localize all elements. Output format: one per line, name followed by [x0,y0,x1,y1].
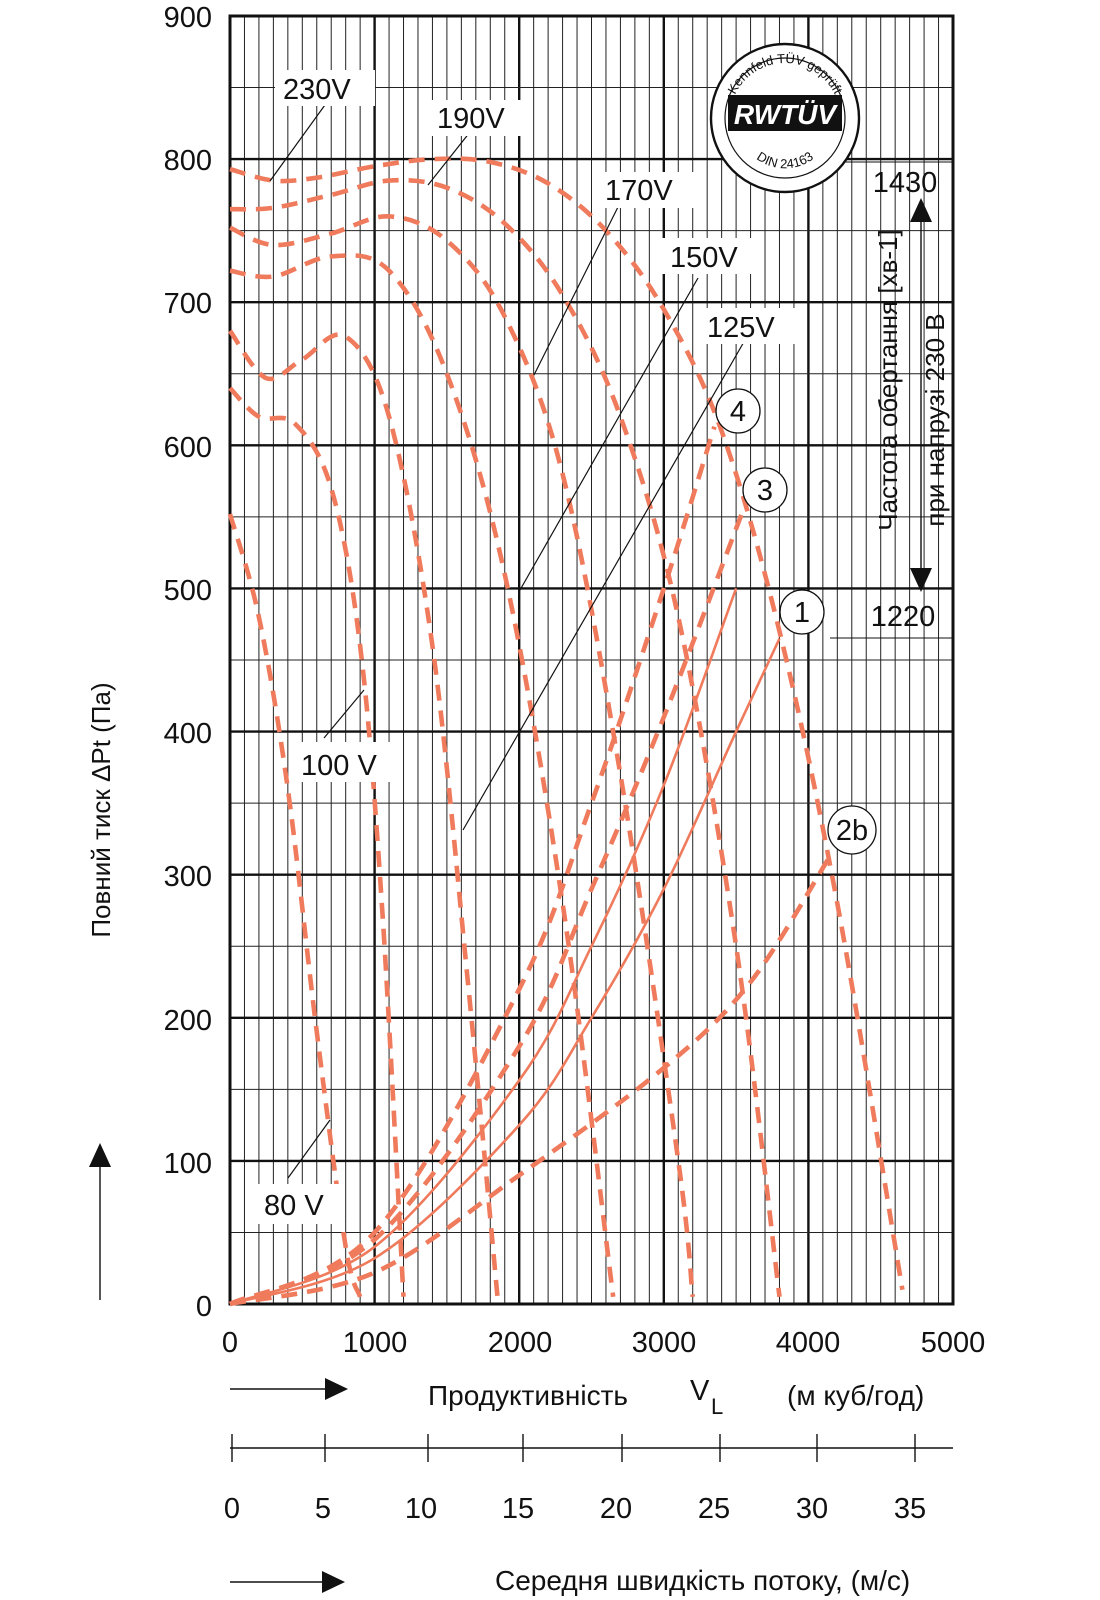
leader-80v [287,1119,331,1179]
curve-labels: 230V 190V 170V 150V 125V 100 V 80 V [258,70,800,1224]
y-tick-800: 800 [164,145,212,177]
v-tick-25: 25 [698,1493,730,1525]
plot-frame [228,14,955,1306]
tuv-logo: Kennfeld TÜV geprüft RWTÜV DIN 24163 [709,42,861,194]
leader-230v [269,97,331,182]
system-curve-190v [229,177,782,1298]
leader-100v [323,689,365,739]
velocity-ticks: 0 5 10 15 20 25 30 35 [224,1493,926,1525]
system-labels: 4 3 1 2b [715,388,877,855]
rpm-title-line1: Частота обертання [хв-1] [873,229,903,530]
y-tick-200: 200 [164,1005,212,1037]
v-tick-35: 35 [894,1493,926,1525]
rpm-title-line2: при напрузі 230 В [920,313,950,526]
rpm-down-arrow-icon [910,568,932,592]
logo-text-mid: RWTÜV [734,99,838,130]
logo-text-bottom: DIN 24163 [754,148,815,171]
x-tick-4000: 4000 [776,1327,841,1359]
system-label-1: 1 [794,597,810,629]
x-tick-0: 0 [222,1327,238,1359]
x-axis-title-unit: (м куб/год) [787,1380,924,1411]
v-tick-5: 5 [315,1493,331,1525]
system-curve-150v [229,253,616,1298]
x-tick-5000: 5000 [921,1327,986,1359]
label-230v: 230V [283,74,351,106]
velocity-arrow-icon [322,1571,345,1593]
velocity-scale [230,1434,953,1462]
system-curve-100v [228,386,406,1297]
leader-150v [519,277,699,591]
x-axis-title-symbol: V [690,1375,710,1407]
label-80v: 80 V [264,1190,324,1222]
label-170v: 170V [605,175,673,207]
rpm-up-arrow-icon [910,198,932,222]
system-curve-230v [229,156,905,1291]
chart-marks [227,156,905,1307]
v-tick-10: 10 [405,1493,437,1525]
x-axis-ticks: 0 1000 2000 3000 4000 5000 [222,1327,985,1359]
x-tick-2000: 2000 [488,1327,553,1359]
y-tick-600: 600 [164,432,212,464]
rpm-annotation: 1430 1220 Частота обертання [хв-1] при н… [830,161,953,639]
system-curve-2b [229,854,833,1307]
x-axis-title: Продуктивність V L (м куб/год) [230,1375,924,1419]
rpm-bottom-value: 1220 [871,601,936,633]
system-label-3: 3 [757,475,773,507]
label-100v: 100 V [301,750,377,782]
label-190v: 190V [437,103,505,135]
y-tick-400: 400 [164,718,212,750]
system-label-2b: 2b [836,815,868,847]
system-curve-80v [227,513,363,1298]
velocity-title: Середня швидкість потоку, (м/с) [230,1565,910,1596]
velocity-title-text: Середня швидкість потоку, (м/с) [495,1565,910,1596]
leader-190v [427,131,471,186]
v-tick-20: 20 [600,1493,632,1525]
y-tick-900: 900 [164,2,212,34]
y-axis-ticks: 0 100 200 300 400 500 600 700 800 900 [164,2,212,1323]
y-tick-700: 700 [164,288,212,320]
leader-125v [462,339,746,831]
v-tick-0: 0 [224,1493,240,1525]
v-tick-15: 15 [502,1493,534,1525]
label-150v: 150V [670,242,738,274]
y-axis-arrow-icon [89,1143,111,1300]
x-tick-1000: 1000 [343,1327,408,1359]
v-tick-30: 30 [796,1493,828,1525]
y-axis-title: Повний тиск ΔPt (Па) [86,682,116,937]
y-tick-0: 0 [196,1291,212,1323]
rpm-top-value: 1430 [873,167,938,199]
x-axis-title-subscript: L [711,1394,723,1419]
y-tick-100: 100 [164,1148,212,1180]
chart-grid [228,14,955,1306]
x-axis-title-main: Продуктивність [428,1380,628,1411]
system-curve-aux [229,587,738,1306]
label-leader-lines [269,97,746,1179]
system-label-4: 4 [730,396,746,428]
label-125v: 125V [707,312,775,344]
x-axis-arrow-icon [325,1378,348,1400]
y-tick-500: 500 [164,575,212,607]
system-curve-1 [229,637,781,1306]
system-curve-125v [228,329,500,1298]
y-tick-300: 300 [164,861,212,893]
leader-170v [533,202,621,376]
x-tick-3000: 3000 [632,1327,697,1359]
